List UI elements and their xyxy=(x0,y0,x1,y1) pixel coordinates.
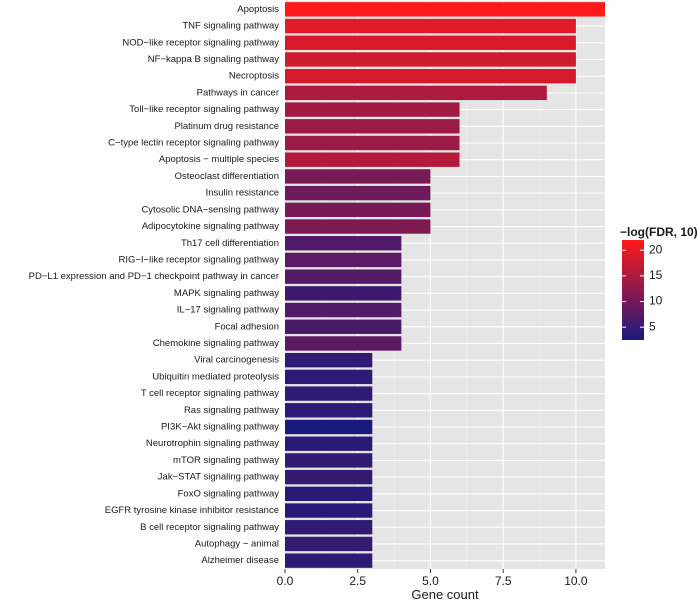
category-label: Necroptosis xyxy=(229,71,279,82)
bar xyxy=(285,85,547,101)
bar xyxy=(285,219,431,234)
bar xyxy=(285,202,431,218)
category-label: Th17 cell differentiation xyxy=(181,238,279,249)
bar xyxy=(285,2,605,17)
legend-title: −log(FDR, 10) xyxy=(620,225,698,239)
bar xyxy=(285,336,402,351)
x-axis: 0.0 2.5 5.0 7.5 10.0 xyxy=(277,569,588,588)
category-label: Focal adhesion xyxy=(215,321,279,332)
category-label: Apoptosis xyxy=(237,4,279,15)
bar xyxy=(285,302,402,318)
category-label: Chemokine signaling pathway xyxy=(153,338,279,349)
bar xyxy=(285,135,460,151)
bar xyxy=(285,169,431,184)
category-label: PD−L1 expression and PD−1 checkpoint pat… xyxy=(29,271,279,282)
bar xyxy=(285,486,373,502)
bar xyxy=(285,453,373,468)
legend: −log(FDR, 10) 5 10 15 20 xyxy=(620,225,698,340)
legend-colorbar xyxy=(622,240,644,340)
x-tick-label: 2.5 xyxy=(349,574,366,588)
category-label: Jak−STAT signaling pathway xyxy=(158,472,279,483)
category-label: FoxO signaling pathway xyxy=(178,488,280,499)
bar xyxy=(285,185,431,201)
x-tick-label: 5.0 xyxy=(422,574,439,588)
category-label: Insulin resistance xyxy=(206,188,279,199)
bar xyxy=(285,68,576,84)
bar xyxy=(285,352,373,368)
category-label: T cell receptor signaling pathway xyxy=(141,388,279,399)
bar xyxy=(285,520,373,535)
bar xyxy=(285,403,373,418)
bar xyxy=(285,119,460,134)
bar xyxy=(285,102,460,117)
bar xyxy=(285,252,402,268)
bar xyxy=(285,436,373,451)
bars xyxy=(285,2,605,568)
category-label: Neurotrophin signaling pathway xyxy=(146,438,279,449)
category-label: PI3K−Akt signaling pathway xyxy=(161,422,279,433)
category-label: Cytosolic DNA−sensing pathway xyxy=(141,204,279,215)
category-label: B cell receptor signaling pathway xyxy=(140,522,279,533)
category-label: Pathways in cancer xyxy=(197,87,279,98)
legend-tick-label: 10 xyxy=(649,294,663,308)
bar xyxy=(285,152,460,167)
category-label: Autophagy − animal xyxy=(195,538,279,549)
legend-ticks: 5 10 15 20 xyxy=(622,242,663,333)
x-tick-label: 7.5 xyxy=(495,574,512,588)
x-axis-title: Gene count xyxy=(411,587,479,601)
category-label: TNF signaling pathway xyxy=(182,21,279,32)
y-axis-labels: Apoptosis TNF signaling pathway NOD−like r… xyxy=(29,4,280,566)
bar xyxy=(285,269,402,284)
category-label: Alzheimer disease xyxy=(201,555,279,566)
bar xyxy=(285,419,373,435)
category-label: Apoptosis − multiple species xyxy=(159,154,279,165)
x-tick-label: 0.0 xyxy=(277,574,294,588)
bar xyxy=(285,18,576,34)
bar xyxy=(285,536,373,552)
category-label: Platinum drug resistance xyxy=(174,121,279,132)
bar xyxy=(285,469,373,485)
legend-tick-label: 15 xyxy=(649,268,663,282)
bar xyxy=(285,503,373,518)
category-label: IL−17 signaling pathway xyxy=(177,305,279,316)
category-label: EGFR tyrosine kinase inhibitor resistanc… xyxy=(105,505,279,516)
category-label: Toll−like receptor signaling pathway xyxy=(129,104,279,115)
bar xyxy=(285,52,576,67)
bar xyxy=(285,35,576,50)
category-label: NF−kappa B signaling pathway xyxy=(148,54,279,65)
x-tick-label: 10.0 xyxy=(564,574,588,588)
category-label: RIG−I−like receptor signaling pathway xyxy=(118,254,279,265)
legend-tick-label: 5 xyxy=(649,319,656,333)
bar xyxy=(285,369,373,385)
category-label: Viral carcinogenesis xyxy=(194,355,279,366)
category-label: Osteoclast differentiation xyxy=(175,171,279,182)
category-label: C−type lectin receptor signaling pathway xyxy=(108,138,279,149)
bar xyxy=(285,286,402,301)
category-label: Adipocytokine signaling pathway xyxy=(142,221,280,232)
legend-tick-label: 20 xyxy=(649,242,663,256)
category-label: mTOR signaling pathway xyxy=(173,455,279,466)
bar xyxy=(285,553,373,568)
category-label: Ubiquitin mediated proteolysis xyxy=(152,371,279,382)
category-label: NOD−like receptor signaling pathway xyxy=(122,37,279,48)
bar xyxy=(285,319,402,334)
bar xyxy=(285,386,373,401)
bar xyxy=(285,236,402,251)
category-label: Ras signaling pathway xyxy=(184,405,279,416)
category-label: MAPK signaling pathway xyxy=(174,288,279,299)
